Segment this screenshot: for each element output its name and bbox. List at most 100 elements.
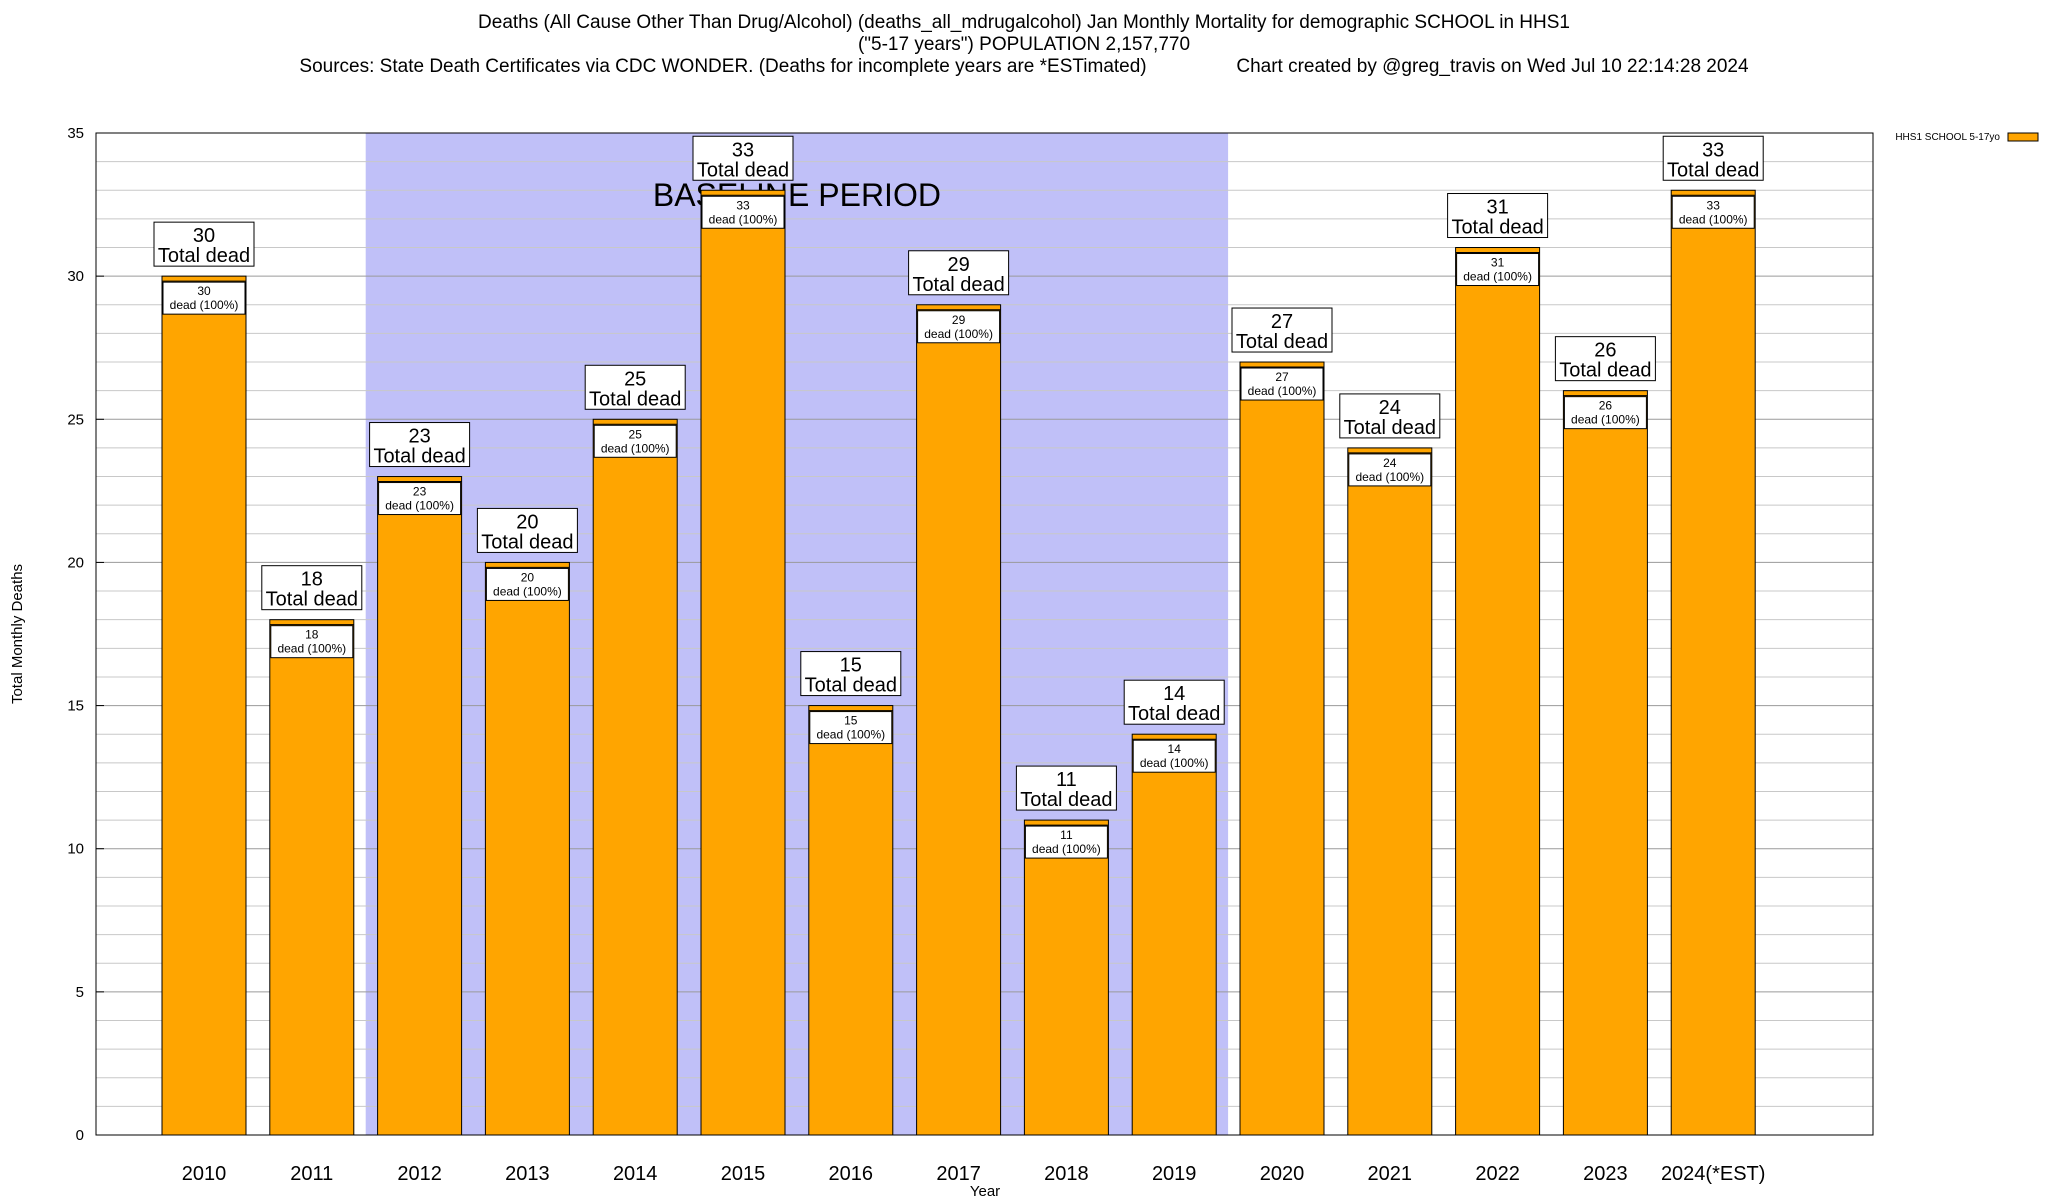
total-label-value: 24 [1379, 397, 1401, 419]
inner-label-text: dead (100%) [1032, 842, 1101, 856]
inner-label-box [701, 195, 785, 229]
total-label-value: 33 [1702, 139, 1724, 161]
total-label-box [584, 364, 686, 410]
bar-2011 [269, 619, 355, 1136]
chart-title: Deaths (All Cause Other Than Drug/Alcoho… [478, 12, 1570, 33]
total-label-value: 33 [732, 139, 754, 161]
total-label-value: 26 [1594, 340, 1616, 362]
inner-label-box [485, 567, 569, 601]
total-label-text: Total dead [912, 274, 1004, 296]
total-label-value: 27 [1271, 311, 1293, 333]
inner-label-text: dead (100%) [1355, 470, 1424, 484]
total-label-value: 20 [516, 511, 538, 533]
inner-label-box [917, 310, 1001, 344]
inner-label-text: dead (100%) [709, 212, 778, 226]
total-label-box [1662, 135, 1764, 181]
bar-2018 [1023, 819, 1109, 1136]
total-label-text: Total dead [1559, 360, 1651, 382]
inner-label-value: 11 [1060, 828, 1073, 842]
legend-swatch [2007, 132, 2039, 142]
inner-label-value: 15 [844, 714, 858, 728]
chart-title-block: Deaths (All Cause Other Than Drug/Alcoho… [0, 12, 2048, 78]
total-label-text: Total dead [697, 159, 789, 181]
inner-label-value: 31 [1491, 256, 1505, 270]
inner-label-value: 24 [1383, 456, 1397, 470]
bar-2020 [1239, 361, 1325, 1136]
y-tick-label: 20 [67, 554, 84, 571]
y-tick-label: 0 [76, 1127, 84, 1144]
total-label-text: Total dead [266, 589, 358, 611]
x-tick-label: 2018 [1044, 1163, 1089, 1185]
chart-subtitle: ("5-17 years") POPULATION 2,157,770 [857, 34, 1191, 55]
total-label-value: 25 [624, 368, 646, 390]
x-tick-label: 2012 [397, 1163, 442, 1185]
y-tick-label: 25 [67, 411, 84, 428]
total-label-box [1123, 679, 1225, 725]
inner-label-text: dead (100%) [493, 584, 562, 598]
inner-label-box [1240, 367, 1324, 401]
bar-2014 [592, 418, 678, 1136]
x-tick-label: 2019 [1152, 1163, 1197, 1185]
x-tick-label: 2014 [613, 1163, 658, 1185]
bar-2023 [1562, 390, 1648, 1136]
y-tick-label: 15 [67, 698, 84, 715]
inner-label-value: 27 [1275, 370, 1289, 384]
inner-label-box [1456, 253, 1540, 287]
bar-2013 [484, 561, 570, 1136]
inner-label-text: dead (100%) [170, 298, 239, 312]
x-tick-label: 2015 [721, 1163, 766, 1185]
inner-label-box [270, 625, 354, 659]
inner-label-box [1132, 739, 1216, 773]
total-label-box [800, 651, 902, 697]
inner-label-box [593, 424, 677, 458]
inner-label-value: 14 [1168, 742, 1182, 756]
total-label-value: 14 [1163, 683, 1185, 705]
x-tick-label: 2017 [936, 1163, 981, 1185]
total-label-value: 23 [408, 426, 430, 448]
total-label-text: Total dead [589, 388, 681, 410]
bar-2015 [700, 189, 786, 1136]
chart-sources: Sources: State Death Certificates via CD… [299, 56, 1749, 77]
inner-label-value: 30 [197, 284, 211, 298]
total-label-text: Total dead [1236, 331, 1328, 353]
bar-2021 [1347, 447, 1433, 1136]
inner-label-value: 33 [736, 198, 750, 212]
inner-label-box [809, 711, 893, 745]
inner-label-text: dead (100%) [1679, 212, 1748, 226]
x-tick-label: 2020 [1260, 1163, 1305, 1185]
y-tick-label: 5 [76, 984, 84, 1001]
y-axis-title: Total Monthly Deaths [9, 564, 26, 704]
inner-label-text: dead (100%) [924, 327, 993, 341]
x-tick-label: 2010 [182, 1163, 227, 1185]
total-label-value: 30 [193, 225, 215, 247]
total-label-value: 31 [1486, 197, 1508, 219]
baseline-period-label: BASELINE PERIOD [653, 177, 941, 213]
total-label-text: Total dead [805, 675, 897, 697]
bar-2019 [1131, 733, 1217, 1136]
total-label-text: Total dead [1128, 703, 1220, 725]
inner-label-text: dead (100%) [1571, 413, 1640, 427]
inner-label-value: 20 [521, 570, 535, 584]
bar-2017 [916, 304, 1002, 1136]
y-tick-label: 35 [67, 125, 84, 142]
total-label-box [1554, 336, 1656, 382]
inner-label-value: 29 [952, 313, 966, 327]
y-tick-label: 30 [67, 268, 84, 285]
x-tick-label: 2022 [1475, 1163, 1520, 1185]
bar-2022 [1455, 247, 1541, 1136]
total-label-text: Total dead [1020, 789, 1112, 811]
inner-label-value: 26 [1599, 399, 1613, 413]
inner-label-box [162, 281, 246, 315]
total-label-box [1231, 307, 1333, 353]
total-label-box [1339, 393, 1441, 439]
inner-label-value: 33 [1707, 198, 1721, 212]
inner-label-text: dead (100%) [601, 441, 670, 455]
total-label-text: Total dead [1667, 159, 1759, 181]
total-label-box [1447, 193, 1549, 239]
total-label-box [1015, 765, 1117, 811]
inner-label-box [378, 482, 462, 516]
x-axis-title: Year [970, 1183, 1000, 1200]
inner-label-box [1024, 825, 1108, 859]
total-label-text: Total dead [1451, 217, 1543, 239]
